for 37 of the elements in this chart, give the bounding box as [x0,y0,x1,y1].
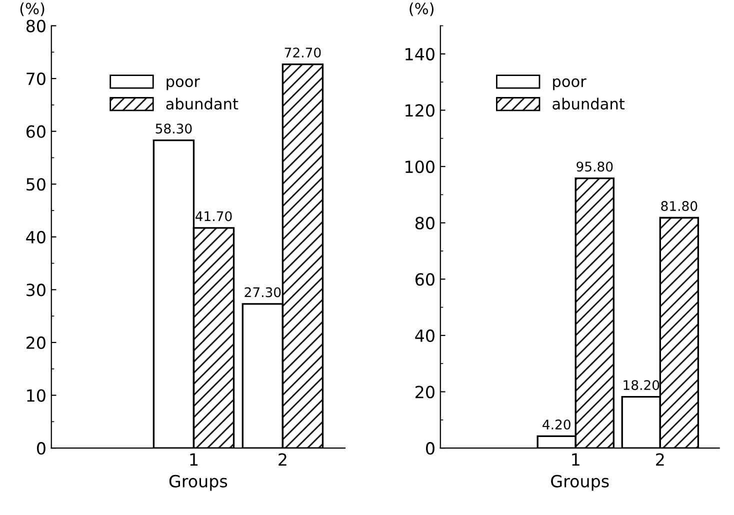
x-axis-title: Groups [551,474,609,491]
x-tick-label: 1 [572,453,580,466]
y-tick-label: 10 [27,389,46,402]
y-tick-label: 0 [426,442,434,455]
y-axis-title: (%) [410,2,434,16]
data-label: 27.30 [244,287,281,298]
y-tick-label: 100 [406,160,434,174]
y-tick-label: 60 [26,125,46,138]
legend-label: abundant [552,98,625,110]
data-label: 41.70 [196,211,232,222]
data-label: 58.30 [156,124,192,134]
y-tick-label: 40 [26,230,46,244]
y-tick-label: 60 [415,273,434,286]
legend-label: abundant [166,98,238,110]
x-tick-label: 2 [278,453,286,466]
data-label: 18.20 [624,380,660,390]
legend-label: poor [166,78,200,90]
y-tick-label: 30 [26,284,46,296]
legend-label: poor [553,78,586,90]
data-label: 4.20 [542,420,570,430]
y-tick-label: 20 [26,336,46,350]
y-tick-label: 0 [37,442,46,455]
y-tick-label: 80 [415,216,434,230]
x-axis-title: Groups [169,474,228,491]
y-tick-label: 140 [406,48,434,60]
data-label: 72.70 [284,48,321,58]
data-label: 95.80 [576,162,613,172]
data-label: 81.80 [661,201,698,212]
y-tick-label: 80 [26,20,46,32]
y-tick-label: 40 [415,329,434,342]
y-tick-label: 20 [416,386,434,398]
y-tick-label: 70 [26,72,46,86]
x-tick-label: 1 [190,453,198,466]
y-tick-label: 120 [406,104,434,117]
x-tick-label: 2 [656,453,664,466]
y-axis-title: (%) [20,2,44,16]
y-tick-label: 50 [26,178,46,191]
